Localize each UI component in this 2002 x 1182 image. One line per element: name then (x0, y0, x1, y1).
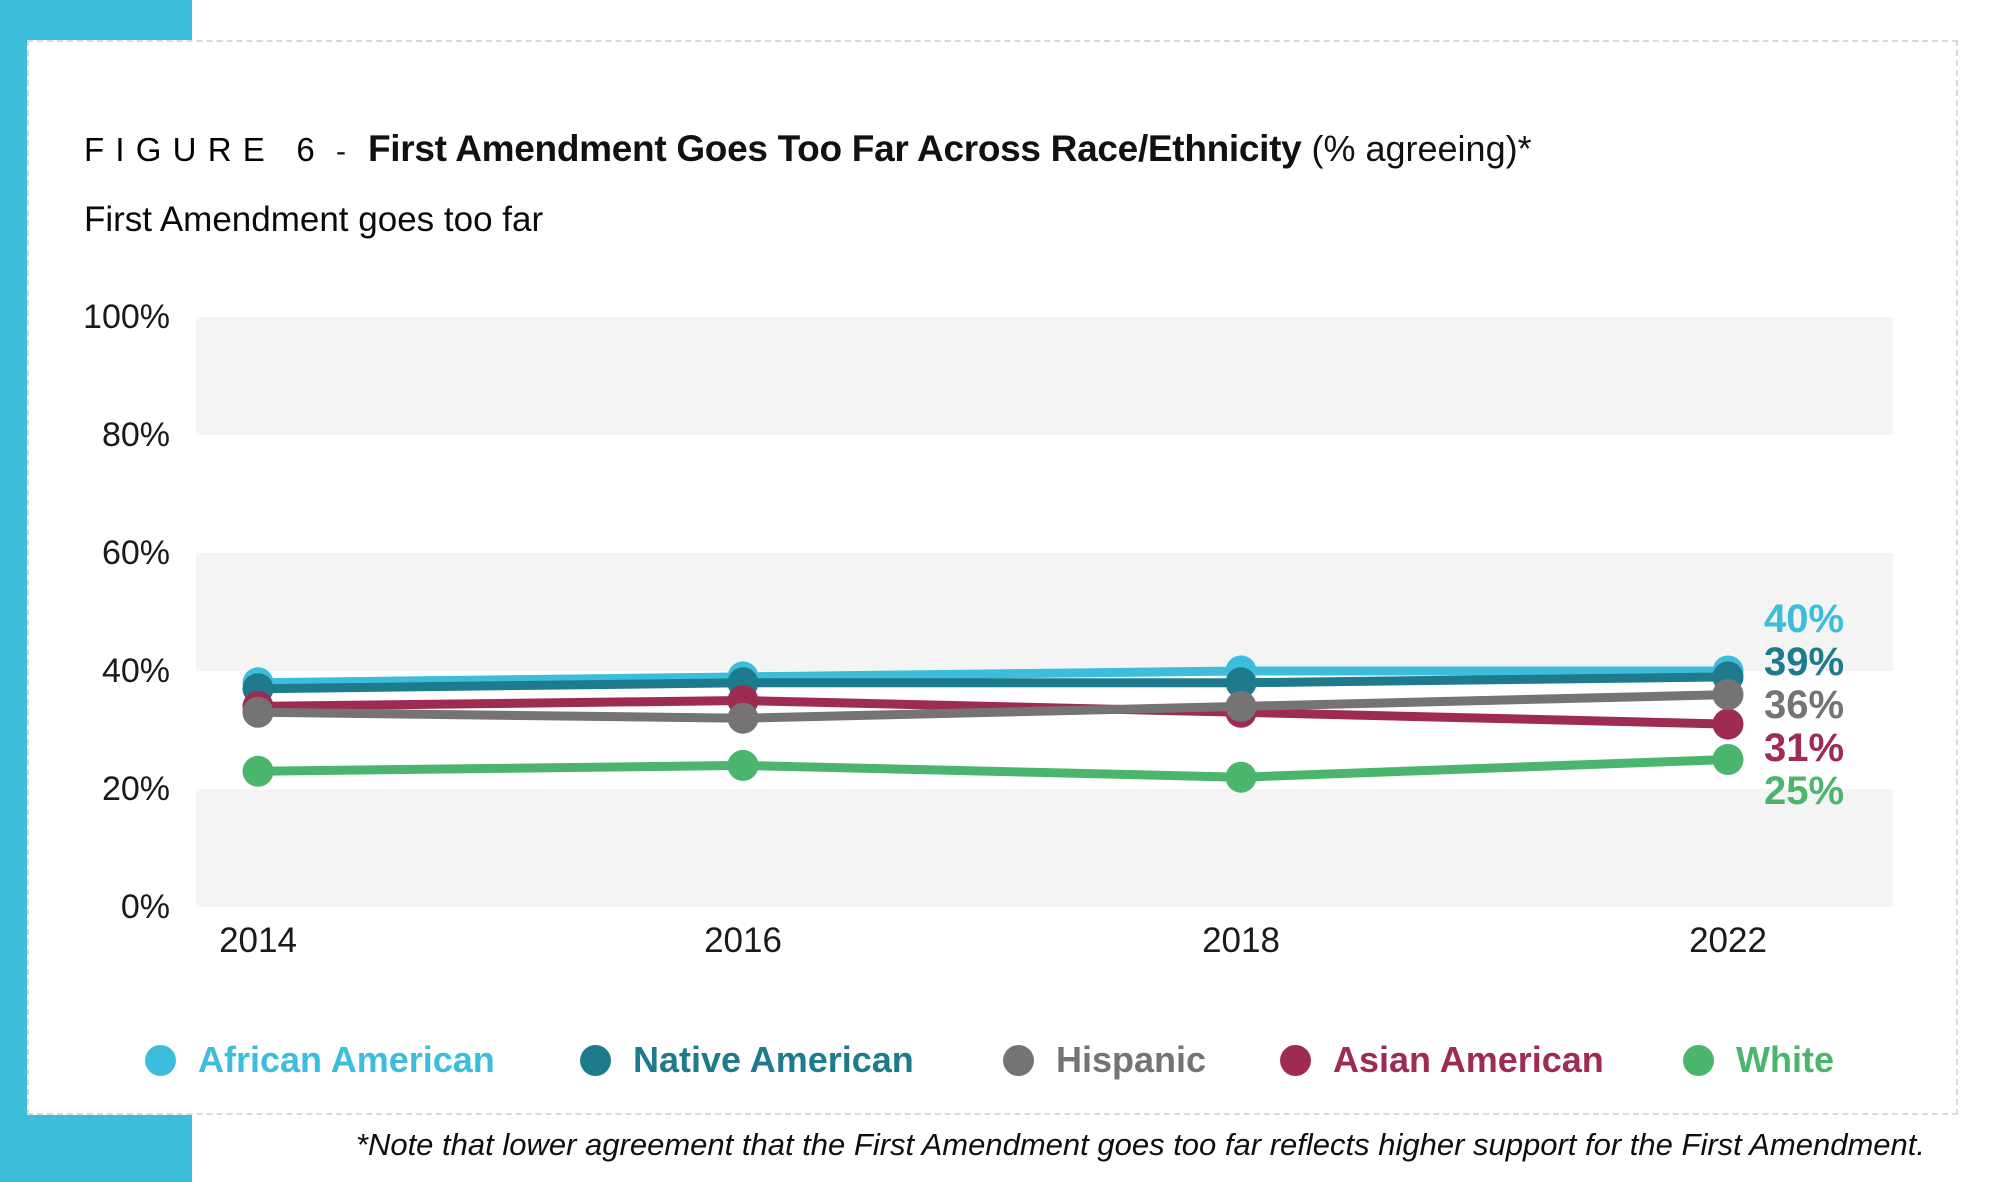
accent-block-top (0, 0, 192, 40)
figure-title: FIGURE 6 - First Amendment Goes Too Far … (84, 128, 1532, 170)
line-chart-svg: 40%39%36%31%25% (196, 317, 1893, 907)
data-point-hispanic (1225, 690, 1257, 722)
end-value-label-hispanic: 36% (1764, 683, 1844, 727)
title-separator: - (335, 135, 346, 168)
legend-dot-african-american (145, 1044, 176, 1076)
data-point-white (1712, 744, 1744, 775)
title-suffix: (% agreeing)* (1311, 128, 1532, 169)
y-tick-label: 20% (101, 770, 170, 808)
accent-block-bottom (0, 1115, 192, 1182)
legend-label-african-american: African American (198, 1039, 495, 1080)
y-tick-label: 60% (101, 534, 170, 572)
plot-area: 40% 39% 36% 31% 25% (196, 317, 1893, 907)
grid-band (196, 789, 1893, 907)
y-tick-label: 40% (101, 652, 170, 690)
legend-dot-native-american (580, 1044, 611, 1076)
end-value-label-african-american: 40% (1764, 597, 1844, 641)
series-line-white (253, 755, 1733, 782)
accent-strip (0, 0, 27, 1182)
legend-dot-hispanic (1003, 1044, 1034, 1076)
figure-dashed-border (27, 40, 1958, 1115)
legend-label-white: White (1736, 1039, 1834, 1080)
y-tick-label: 0% (120, 888, 170, 926)
legend-label-native-american: Native American (633, 1039, 914, 1080)
figure-number-label: FIGURE 6 (84, 131, 326, 168)
data-point-white (242, 755, 274, 787)
x-tick-label: 2016 (704, 921, 782, 960)
legend-item-hispanic: Hispanic (1003, 1039, 1207, 1080)
series-line-native-american (253, 672, 1733, 694)
footnote: *Note that lower agreement that the Firs… (355, 1127, 1925, 1162)
end-value-label-asian-american: 31% (1764, 726, 1844, 770)
y-tick-label: 100% (83, 298, 170, 336)
legend-item-african-american: African American (145, 1039, 495, 1080)
x-tick-label: 2018 (1202, 921, 1280, 960)
data-point-native-american (1225, 667, 1257, 699)
series-line-hispanic (253, 690, 1733, 723)
data-point-hispanic (242, 696, 274, 728)
data-point-white (727, 749, 759, 781)
grid-band (196, 553, 1893, 671)
legend-item-asian-american: Asian American (1280, 1039, 1604, 1080)
x-tick-label: 2022 (1689, 921, 1767, 960)
data-point-hispanic (727, 702, 759, 734)
end-value-label-white: 25% (1764, 769, 1844, 813)
data-point-asian-american (1712, 708, 1744, 740)
legend-dot-asian-american (1280, 1044, 1311, 1076)
grid-band (196, 317, 1893, 435)
legend-label-hispanic: Hispanic (1056, 1039, 1207, 1080)
data-point-white (1225, 761, 1257, 793)
title-main: First Amendment Goes Too Far Across Race… (367, 128, 1302, 169)
legend-label-asian-american: Asian American (1333, 1039, 1604, 1080)
legend-item-native-american: Native American (580, 1039, 914, 1080)
legend-item-white: White (1683, 1039, 1834, 1080)
end-value-label-native-american: 39% (1764, 640, 1844, 684)
y-tick-label: 80% (101, 416, 170, 454)
x-tick-label: 2014 (219, 921, 297, 960)
series-line-asian-american (253, 696, 1733, 729)
series-line-african-american (253, 666, 1733, 688)
data-point-hispanic (1712, 679, 1744, 711)
chart-subtitle: First Amendment goes too far (84, 200, 544, 239)
legend-dot-white (1683, 1044, 1714, 1076)
